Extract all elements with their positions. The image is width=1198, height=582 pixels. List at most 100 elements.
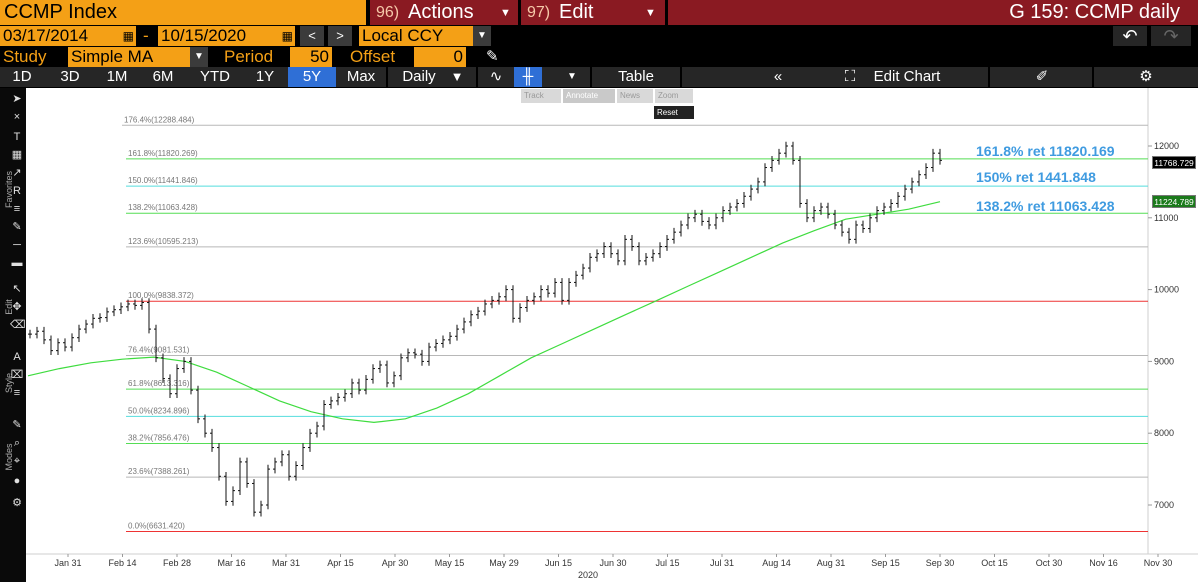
tab-1y[interactable]: 1Y xyxy=(255,68,275,85)
collapse-left-icon[interactable]: « xyxy=(773,68,783,85)
x-tick-label: Sep 30 xyxy=(926,558,955,568)
x-tick-label: Nov 30 xyxy=(1144,558,1173,568)
zoom-button[interactable]: Zoom xyxy=(655,89,693,103)
horizontal-line-icon[interactable]: ─ xyxy=(13,239,21,251)
range-separator: - xyxy=(143,26,149,45)
x-tick-label: Mar 16 xyxy=(217,558,245,568)
tab-1d[interactable]: 1D xyxy=(12,68,32,85)
settings-icon[interactable]: ⚙ xyxy=(12,497,22,509)
ma-price-tag: 11224.789 xyxy=(1152,195,1196,208)
x-tick-label: Sep 15 xyxy=(871,558,900,568)
study-label: Study xyxy=(3,47,47,66)
start-date-field[interactable]: 03/17/2014 ▦ xyxy=(0,26,136,46)
cursor-icon[interactable]: ↖ xyxy=(12,283,22,295)
favorites-section-label: Favorites xyxy=(4,170,14,208)
end-date-field[interactable]: 10/15/2020 ▦ xyxy=(158,26,295,46)
chart-title: G 159: CCMP daily xyxy=(668,0,1198,25)
fib-level-label: 150.0%(11441.846) xyxy=(128,176,198,185)
offset-field[interactable]: 0 xyxy=(414,47,466,67)
y-tick-label: 7000 xyxy=(1154,500,1174,510)
brush-icon[interactable]: ✎ xyxy=(12,221,22,233)
chart-area[interactable]: 176.4%(12288.484) 161.8%(11820.269) 150.0%… xyxy=(26,88,1198,582)
pencil-icon[interactable]: ✎ xyxy=(486,48,499,65)
rectangle-icon[interactable]: R xyxy=(13,185,21,197)
crosshair-icon[interactable]: ⌖ xyxy=(13,455,21,467)
actions-menu-button[interactable]: 96) Actions ▼ xyxy=(370,0,518,25)
edit-section-label: Edit xyxy=(4,299,14,315)
chevron-down-icon[interactable]: ▼ xyxy=(450,69,464,84)
style-section-label: Style xyxy=(4,373,14,394)
tab-3d[interactable]: 3D xyxy=(60,68,80,85)
style-a-icon[interactable]: A xyxy=(13,351,21,363)
tab-6m[interactable]: 6M xyxy=(152,68,174,85)
x-tick-label: Feb 28 xyxy=(163,558,191,568)
chevron-down-icon: ▼ xyxy=(500,7,511,19)
chevron-down-icon: ▼ xyxy=(645,7,656,19)
chevron-down-icon[interactable]: ▼ xyxy=(190,47,208,67)
x-tick-label: Nov 16 xyxy=(1089,558,1118,568)
y-tick-label: 10000 xyxy=(1154,285,1179,295)
edit-menu-button[interactable]: 97) Edit ▼ xyxy=(521,0,665,25)
record-icon[interactable]: ● xyxy=(13,475,21,487)
last-price-tag: 11768.729 xyxy=(1152,156,1196,169)
tab-5y[interactable]: 5Y xyxy=(288,67,336,87)
settings-gear-icon[interactable]: ⚙ xyxy=(1139,68,1153,85)
fib-level-label: 38.2%(7856.476) xyxy=(128,434,190,443)
edit-number: 97) xyxy=(527,4,551,21)
x-tick-label: Aug 31 xyxy=(817,558,846,568)
fib-level-label: 138.2%(11063.428) xyxy=(128,203,198,212)
tab-ytd[interactable]: YTD xyxy=(200,68,230,85)
eraser-icon[interactable]: ⌧ xyxy=(10,369,24,381)
drawing-tools-sidebar: ➤ × T ▦ ↗ R ≡ ✎ ─ ▬ ↖ ✥ ⌫ A ⌧ ≡ ✎ ⌕ ⌖ ● … xyxy=(0,88,26,582)
pencil-icon[interactable]: ✎ xyxy=(12,419,22,431)
grid-icon[interactable]: ▦ xyxy=(11,149,23,161)
line-style-icon[interactable]: ≡ xyxy=(13,387,21,399)
frequency-dropdown[interactable]: Daily xyxy=(402,68,436,85)
period-field[interactable]: 50 xyxy=(290,47,332,67)
reset-button[interactable]: Reset xyxy=(654,106,694,119)
toolbar-divider xyxy=(386,67,388,87)
currency-field[interactable]: Local CCY xyxy=(359,26,473,46)
chevron-down-icon[interactable]: ▼ xyxy=(567,71,577,82)
fibonacci-icon[interactable]: ≡ xyxy=(13,203,21,215)
trend-icon[interactable]: ↗ xyxy=(12,167,22,179)
x-tick-label: Jul 31 xyxy=(710,558,734,568)
annotate-button[interactable]: Annotate xyxy=(563,89,615,103)
previous-arrow-icon[interactable]: < xyxy=(300,26,324,46)
close-icon[interactable]: × xyxy=(13,111,21,123)
pointer-icon[interactable]: ➤ xyxy=(12,93,22,105)
edit-chart-button[interactable]: Edit Chart xyxy=(873,68,941,85)
next-arrow-icon[interactable]: > xyxy=(328,26,352,46)
modes-section-label: Modes xyxy=(4,443,14,471)
x-tick-label: Feb 14 xyxy=(108,558,136,568)
tab-1m[interactable]: 1M xyxy=(106,68,128,85)
calendar-icon[interactable]: ▦ xyxy=(122,29,134,43)
calendar-icon[interactable]: ▦ xyxy=(281,29,293,43)
news-button[interactable]: News xyxy=(617,89,653,103)
fib-level-label: 76.4%(9081.531) xyxy=(128,346,190,355)
delete-icon[interactable]: ⌫ xyxy=(10,319,26,331)
move-icon[interactable]: ✥ xyxy=(12,301,22,313)
chart-toolbar: 1D 3D 1M 6M YTD 1Y 5Y Max Daily ▼ ∿ ╫ ▼ … xyxy=(0,67,1198,87)
toolbar-divider xyxy=(590,67,592,87)
annotate-icon[interactable]: ✐ xyxy=(1035,68,1049,85)
bar-chart-icon[interactable]: ╫ xyxy=(514,67,542,87)
x-tick-label: Mar 31 xyxy=(272,558,300,568)
chevron-down-icon[interactable]: ▼ xyxy=(473,26,491,46)
zoom-icon[interactable]: ⌕ xyxy=(13,437,21,449)
undo-icon[interactable]: ↶ xyxy=(1113,26,1147,46)
tab-max[interactable]: Max xyxy=(346,68,376,85)
redo-icon[interactable]: ↷ xyxy=(1151,26,1191,46)
security-field[interactable]: CCMP Index xyxy=(0,0,366,25)
line-chart-icon[interactable]: ∿ xyxy=(489,68,503,85)
x-tick-label: Apr 30 xyxy=(382,558,409,568)
track-button[interactable]: Track xyxy=(521,89,561,103)
shade-icon[interactable]: ▬ xyxy=(11,257,23,269)
edit-chart-icon: ⛶ xyxy=(844,68,856,85)
table-button[interactable]: Table xyxy=(618,68,654,85)
actions-number: 96) xyxy=(376,4,400,21)
text-icon[interactable]: T xyxy=(13,131,21,143)
x-tick-label: May 15 xyxy=(435,558,465,568)
study-field[interactable]: Simple MA xyxy=(68,47,190,67)
